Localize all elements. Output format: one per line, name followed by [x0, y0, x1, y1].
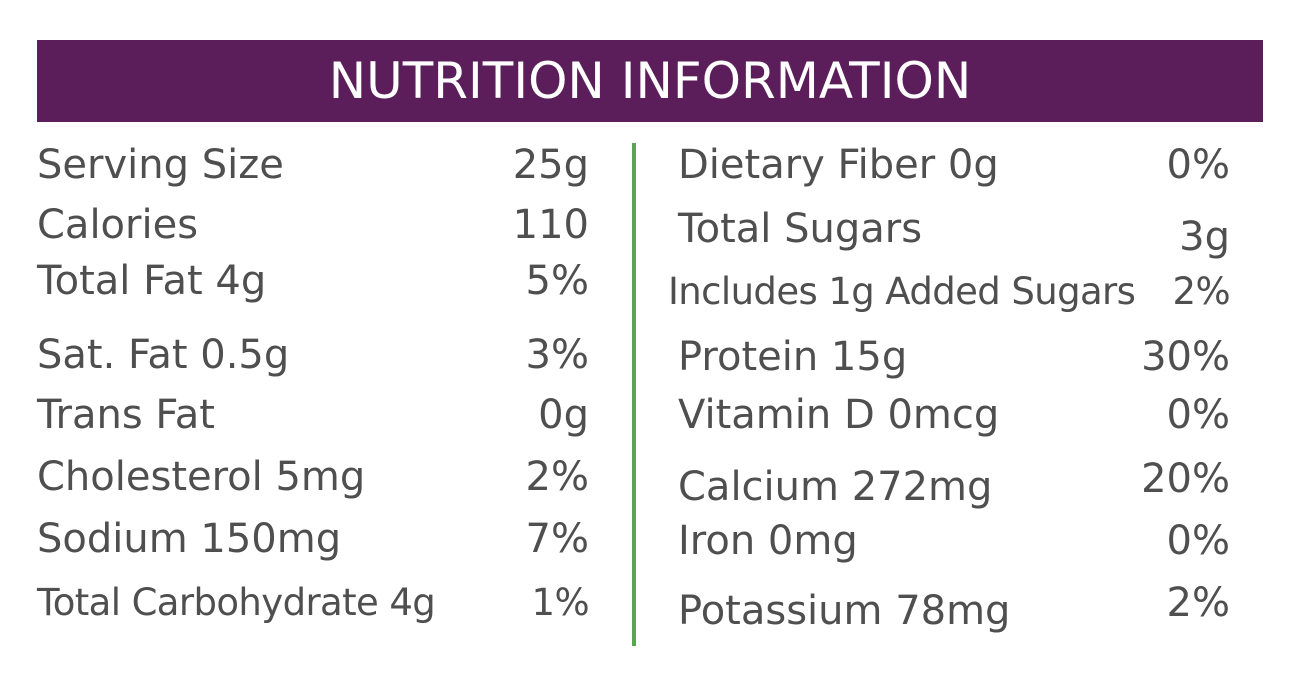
nutrient-row-sat-fat: Sat. Fat 0.5g 3%	[37, 330, 589, 380]
nutrient-value: 0%	[1166, 142, 1230, 188]
nutrient-label: Sat. Fat 0.5g	[37, 332, 290, 378]
nutrient-value: 25g	[512, 142, 589, 188]
nutrient-label: Total Fat 4g	[37, 258, 267, 304]
nutrient-row-potassium: Potassium 78mg 2%	[678, 582, 1230, 632]
nutrient-row-protein: Protein 15g 30%	[678, 332, 1230, 382]
header-banner: NUTRITION INFORMATION	[37, 40, 1263, 122]
nutrient-row-added-sugars: Includes 1g Added Sugars 2%	[668, 266, 1231, 316]
nutrient-row-total-fat: Total Fat 4g 5%	[37, 256, 589, 306]
nutrient-label: Total Carbohydrate 4g	[37, 580, 436, 624]
page-title: NUTRITION INFORMATION	[328, 52, 972, 110]
nutrient-row-dietary-fiber: Dietary Fiber 0g 0%	[678, 140, 1230, 190]
nutrient-label: Calories	[37, 202, 199, 248]
column-divider	[632, 143, 636, 646]
nutrient-label: Dietary Fiber 0g	[678, 142, 999, 188]
nutrient-value: 3%	[525, 332, 589, 378]
nutrient-label: Potassium 78mg	[678, 588, 1011, 634]
nutrient-label: Total Sugars	[678, 206, 923, 252]
nutrient-label: Calcium 272mg	[678, 464, 993, 510]
nutrient-value: 7%	[525, 516, 589, 562]
nutrient-row-serving-size: Serving Size 25g	[37, 140, 589, 190]
nutrient-label: Serving Size	[37, 142, 284, 188]
nutrient-value: 5%	[525, 258, 589, 304]
nutrient-row-calories: Calories 110	[37, 200, 589, 250]
nutrient-row-trans-fat: Trans Fat 0g	[37, 390, 589, 440]
nutrient-value: 30%	[1141, 334, 1230, 380]
nutrient-row-total-sugars: Total Sugars 3g	[678, 204, 1230, 260]
nutrient-row-vitamin-d: Vitamin D 0mcg 0%	[678, 390, 1230, 440]
nutrient-value: 0g	[538, 392, 589, 438]
nutrient-value: 2%	[1172, 269, 1231, 313]
nutrient-value: 0%	[1166, 392, 1230, 438]
nutrient-row-sodium: Sodium 150mg 7%	[37, 514, 589, 564]
nutrient-value: 0%	[1166, 518, 1230, 564]
nutrient-label: Includes 1g Added Sugars	[668, 269, 1136, 313]
nutrient-row-cholesterol: Cholesterol 5mg 2%	[37, 452, 589, 502]
nutrient-row-iron: Iron 0mg 0%	[678, 516, 1230, 566]
nutrient-value: 2%	[525, 454, 589, 500]
nutrient-label: Iron 0mg	[678, 518, 858, 564]
nutrient-row-calcium: Calcium 272mg 20%	[678, 456, 1230, 510]
nutrient-row-total-carbohydrate: Total Carbohydrate 4g 1%	[37, 577, 590, 627]
nutrient-value: 20%	[1141, 456, 1230, 502]
nutrient-label: Protein 15g	[678, 334, 908, 380]
nutrient-label: Trans Fat	[37, 392, 215, 438]
nutrient-value: 2%	[1166, 580, 1230, 626]
nutrient-label: Vitamin D 0mcg	[678, 392, 1000, 438]
nutrient-value: 110	[512, 202, 589, 248]
nutrient-label: Sodium 150mg	[37, 516, 342, 562]
nutrient-value: 1%	[531, 580, 590, 624]
nutrient-label: Cholesterol 5mg	[37, 454, 366, 500]
nutrient-value: 3g	[1179, 214, 1230, 260]
